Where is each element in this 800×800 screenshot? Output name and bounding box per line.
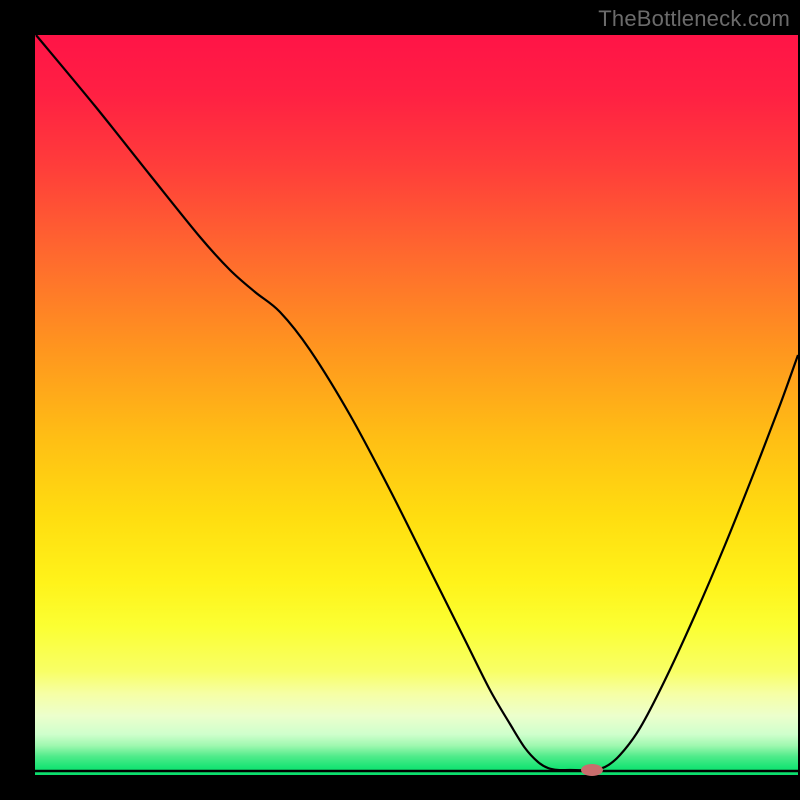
chart-canvas xyxy=(0,0,800,800)
bottleneck-chart: TheBottleneck.com xyxy=(0,0,800,800)
plot-area-gradient xyxy=(35,35,798,775)
watermark-label: TheBottleneck.com xyxy=(598,6,790,32)
optimum-marker xyxy=(581,764,603,776)
